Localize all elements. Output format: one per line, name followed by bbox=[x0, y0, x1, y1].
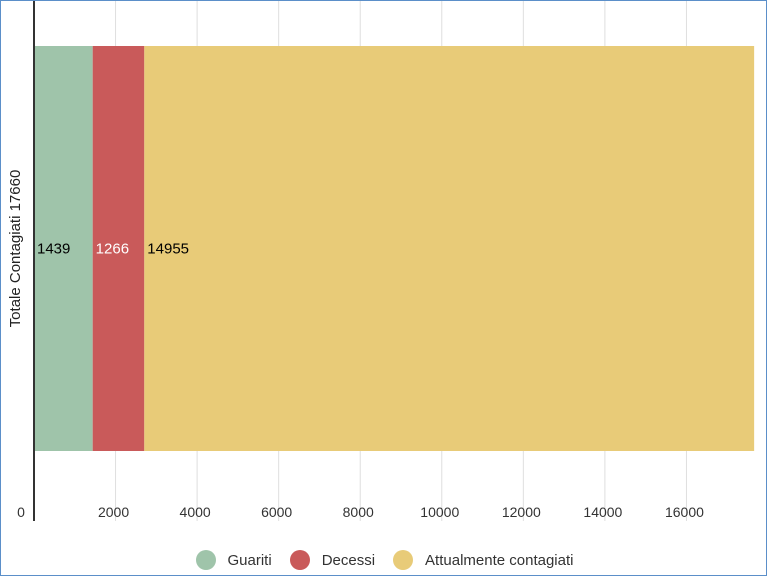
bars bbox=[34, 46, 755, 451]
data-label-decessi: 1266 bbox=[96, 241, 129, 258]
legend-item-attualmente-contagiati[interactable]: Attualmente contagiati bbox=[393, 550, 573, 570]
legend-item-guariti[interactable]: Guariti bbox=[195, 550, 272, 570]
legend-label-guariti: Guariti bbox=[227, 551, 272, 569]
legend: Guariti Decessi Attualmente contagiati bbox=[1, 550, 767, 570]
y-axis-label: Totale Contagiati 17660 bbox=[7, 170, 24, 328]
x-tick-label: 14000 bbox=[583, 504, 622, 520]
x-tick-label: 6000 bbox=[261, 504, 292, 520]
legend-label-decessi: Decessi bbox=[321, 551, 376, 569]
legend-item-decessi[interactable]: Decessi bbox=[289, 550, 376, 570]
x-tick-label: 10000 bbox=[420, 504, 459, 520]
x-tick-labels: 0 2000 4000 6000 8000 10000 12000 14000 16000 bbox=[17, 504, 704, 520]
data-label-guariti: 1439 bbox=[37, 241, 70, 258]
x-tick-label: 16000 bbox=[665, 504, 704, 520]
x-tick-label: 2000 bbox=[98, 504, 129, 520]
legend-swatch-attualmente-contagiati bbox=[393, 550, 414, 570]
bar-segment-decessi[interactable] bbox=[92, 46, 145, 451]
x-tick-label: 0 bbox=[17, 504, 25, 520]
legend-label-attualmente-contagiati: Attualmente contagiati bbox=[425, 551, 574, 569]
x-tick-label: 4000 bbox=[180, 504, 211, 520]
x-tick-label: 12000 bbox=[502, 504, 541, 520]
x-tick-label: 8000 bbox=[343, 504, 374, 520]
data-label-attualmente-contagiati: 14955 bbox=[147, 241, 189, 258]
bar-segment-guariti[interactable] bbox=[34, 46, 93, 451]
legend-swatch-decessi bbox=[289, 550, 310, 570]
bar-segment-attualmente-contagiati[interactable] bbox=[144, 46, 755, 451]
data-labels: 1439 1266 14955 bbox=[37, 241, 189, 258]
legend-swatch-guariti bbox=[195, 550, 216, 570]
